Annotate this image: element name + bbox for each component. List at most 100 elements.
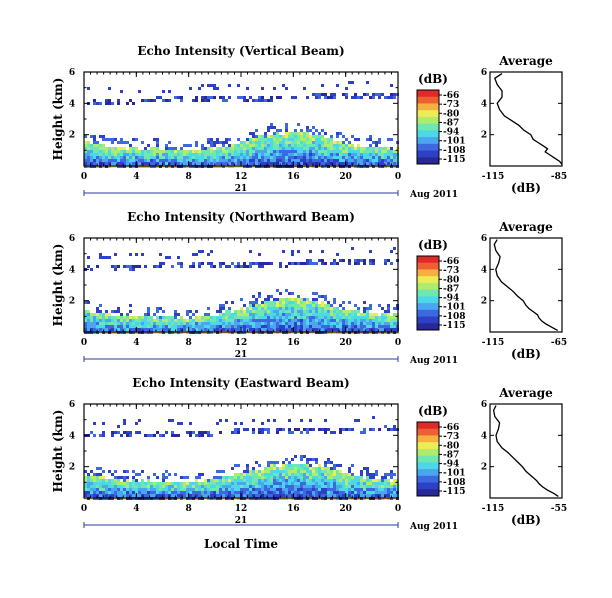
heatmap-cell [282, 473, 285, 476]
heatmap-cell [270, 307, 273, 310]
heatmap-cell [309, 322, 312, 325]
heatmap-cell [315, 135, 318, 138]
heatmap-cell [150, 162, 153, 165]
heatmap-cell [297, 494, 300, 497]
heatmap-cell [309, 310, 312, 313]
heatmap-cell [189, 485, 192, 488]
heatmap-cell [222, 488, 225, 491]
heatmap-cell [366, 93, 369, 96]
heatmap-cell [156, 159, 159, 162]
heatmap-cell [279, 316, 282, 319]
heatmap-cell [213, 153, 216, 156]
heatmap-cell [393, 153, 396, 156]
colorbar-tick-label: -80 [443, 441, 459, 451]
heatmap-cell [273, 491, 276, 494]
heatmap-cell [318, 467, 321, 470]
heatmap-cell [309, 250, 312, 253]
heatmap-cell [354, 259, 357, 262]
heatmap-cell [381, 325, 384, 328]
heatmap-cell [339, 156, 342, 159]
heatmap-cell [306, 262, 309, 265]
heatmap-cell [258, 159, 261, 162]
heatmap-cell [387, 319, 390, 322]
x-tick-label: 12 [235, 504, 248, 514]
heatmap-cell [258, 135, 261, 138]
heatmap-cell [210, 138, 213, 141]
heatmap-cell [369, 162, 372, 165]
heatmap-cell [360, 494, 363, 497]
heatmap-cell [120, 147, 123, 150]
heatmap-cell [276, 491, 279, 494]
heatmap-cell [177, 491, 180, 494]
heatmap-cell [312, 301, 315, 304]
heatmap-cell [225, 488, 228, 491]
heatmap-cell [342, 494, 345, 497]
heatmap-cell [375, 147, 378, 150]
heatmap-cell [240, 310, 243, 313]
heatmap-cell [285, 265, 288, 268]
heatmap-cell [285, 488, 288, 491]
heatmap-cell [255, 301, 258, 304]
heatmap-cell [300, 455, 303, 458]
heatmap-cell [300, 431, 303, 434]
heatmap-cell [141, 485, 144, 488]
x-tick-label: 8 [186, 172, 192, 182]
heatmap-cell [213, 96, 216, 99]
heatmap-cell [156, 485, 159, 488]
heatmap-cell [372, 328, 375, 331]
heatmap-cell [285, 467, 288, 470]
heatmap-cell [255, 156, 258, 159]
heatmap-cell [249, 316, 252, 319]
heatmap-cell [363, 325, 366, 328]
heatmap-cell [108, 488, 111, 491]
x-tick-label: 20 [339, 504, 352, 514]
colorbar-tick-label: -73 [443, 100, 459, 110]
heatmap-cell [123, 431, 126, 434]
heatmap-cell [297, 295, 300, 298]
heatmap-cell [297, 313, 300, 316]
heatmap-cell [252, 467, 255, 470]
heatmap-cell [339, 159, 342, 162]
heatmap-cell [282, 138, 285, 141]
heatmap-cell [126, 482, 129, 485]
heatmap-cell [273, 159, 276, 162]
heatmap-cell [312, 473, 315, 476]
heatmap-cell [147, 316, 150, 319]
colorbar-tick-label: -73 [443, 266, 459, 276]
heatmap-cell [240, 159, 243, 162]
heatmap-cell [318, 304, 321, 307]
heatmap-cell [261, 488, 264, 491]
heatmap-cell [282, 491, 285, 494]
heatmap-cell [105, 162, 108, 165]
heatmap-cell [195, 494, 198, 497]
heatmap-cell [114, 150, 117, 153]
heatmap-cell [198, 156, 201, 159]
heatmap-cell [276, 473, 279, 476]
heatmap-cell [279, 129, 282, 132]
heatmap-cell [291, 476, 294, 479]
heatmap-cell [135, 431, 138, 434]
heatmap-cell [291, 473, 294, 476]
heatmap-cell [300, 153, 303, 156]
heatmap-cell [90, 482, 93, 485]
heatmap-cell [129, 319, 132, 322]
heatmap-cell [120, 482, 123, 485]
heatmap-cell [114, 156, 117, 159]
heatmap-cell [129, 150, 132, 153]
heatmap-cell [141, 319, 144, 322]
heatmap-cell [228, 144, 231, 147]
heatmap-cell [327, 494, 330, 497]
heatmap-cell [381, 322, 384, 325]
heatmap-cell [255, 494, 258, 497]
heatmap-cell [201, 99, 204, 102]
heatmap-cell [321, 259, 324, 262]
heatmap-cell [285, 458, 288, 461]
heatmap-cell [336, 162, 339, 165]
heatmap-cell [255, 313, 258, 316]
x-tick-label: 16 [287, 504, 300, 514]
heatmap-cell [273, 310, 276, 313]
heatmap-cell [132, 150, 135, 153]
heatmap-cell [108, 316, 111, 319]
heatmap-cell [243, 150, 246, 153]
heatmap-cell [255, 479, 258, 482]
